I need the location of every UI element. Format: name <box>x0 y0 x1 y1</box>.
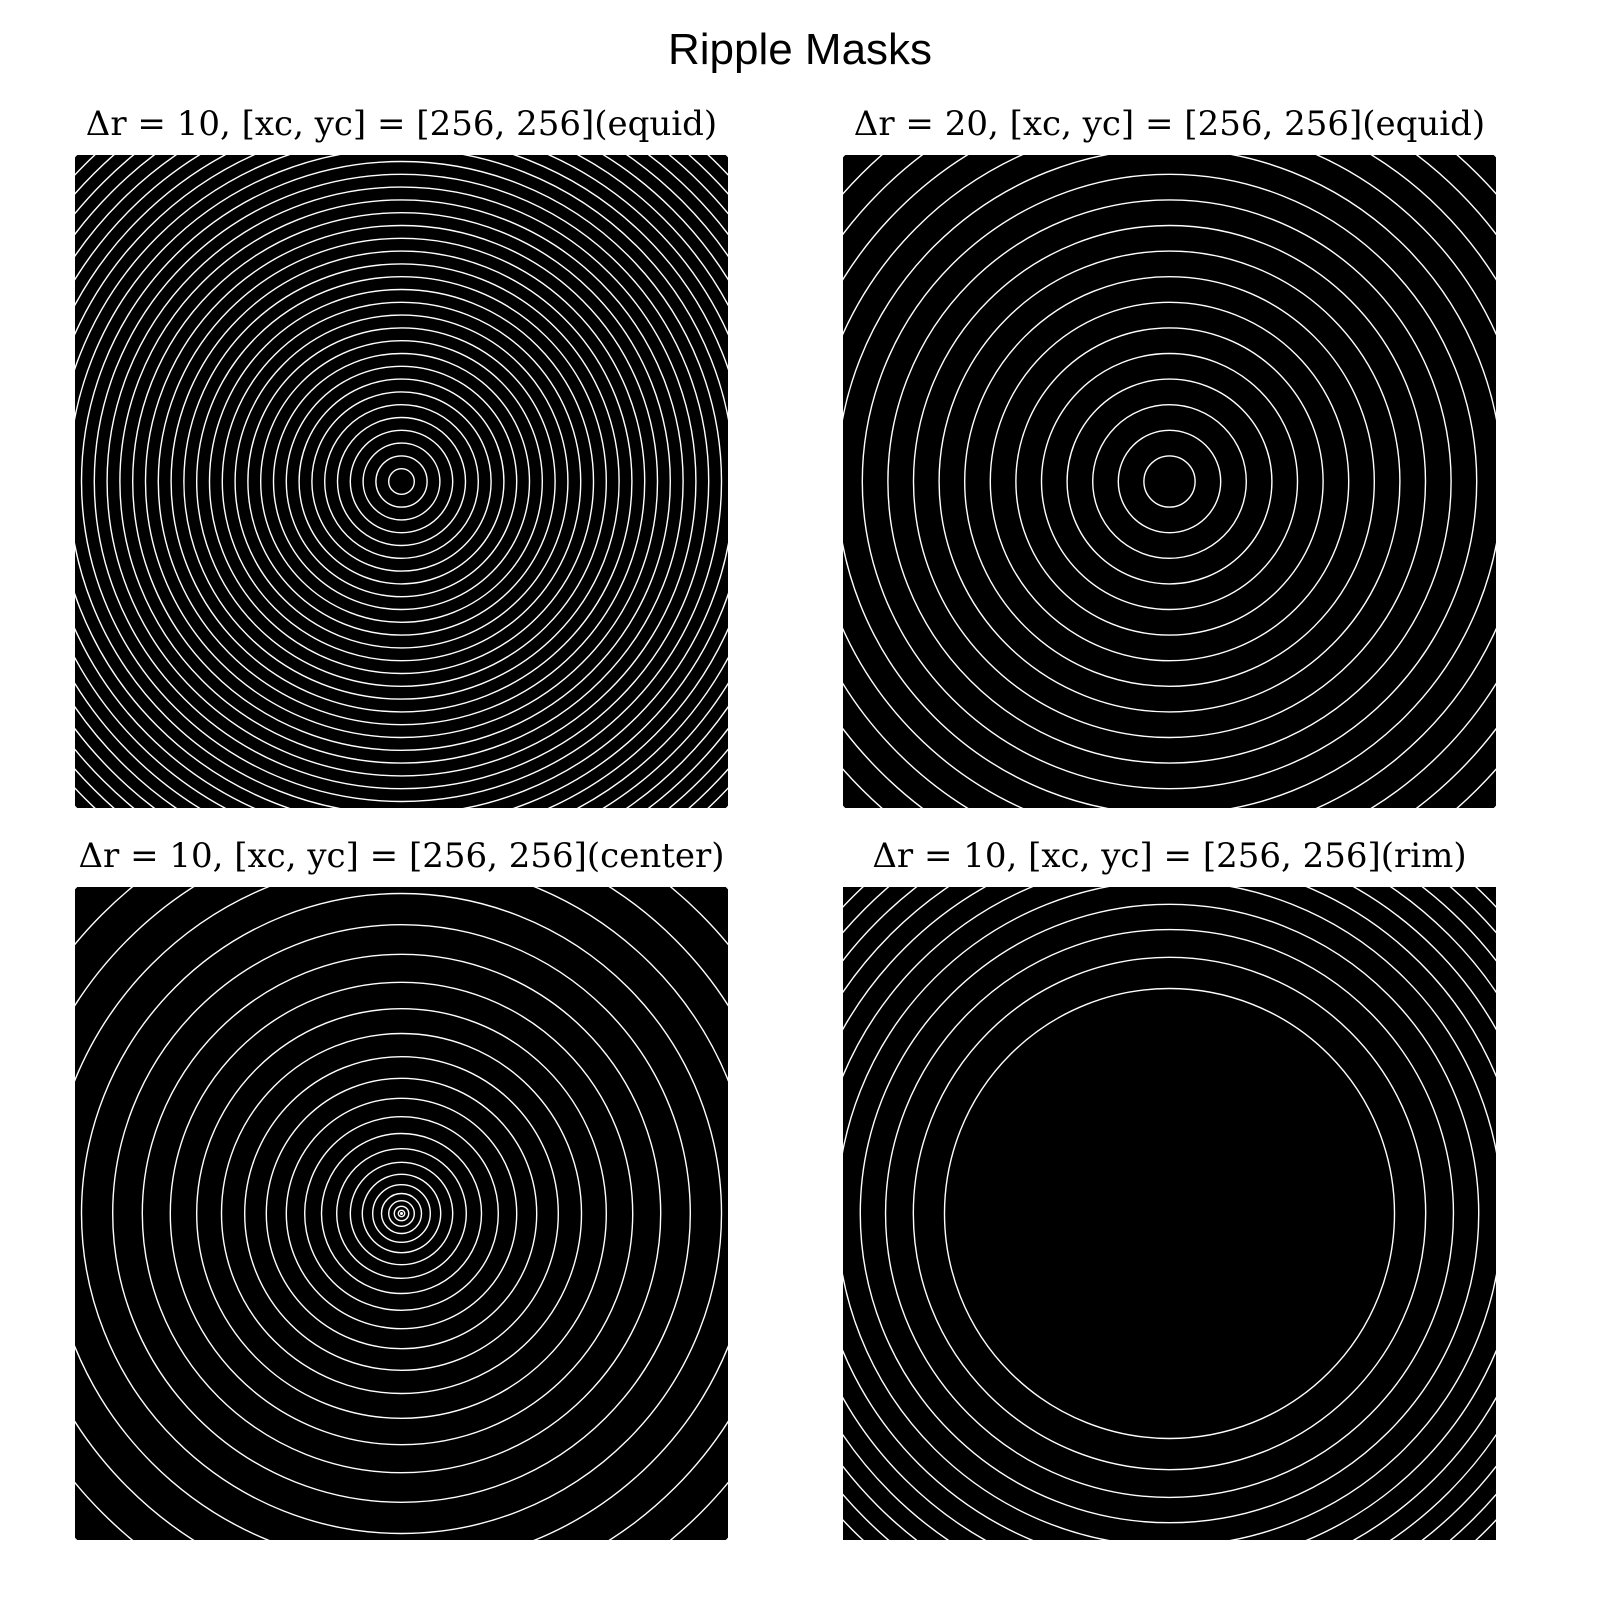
ripple-image <box>843 155 1496 808</box>
ring <box>388 468 416 496</box>
ring <box>861 173 1478 790</box>
ring <box>1091 404 1247 560</box>
ring <box>361 1173 442 1254</box>
ring <box>324 404 480 560</box>
ring <box>336 416 467 547</box>
ripple-image <box>75 887 728 1540</box>
ring <box>336 1147 468 1279</box>
ring <box>247 327 556 636</box>
ring <box>112 924 691 1503</box>
panel-title: Δr = 20, [xc, yc] = [256, 256](equid) <box>854 104 1485 144</box>
ring <box>243 1055 560 1371</box>
ring <box>285 365 518 598</box>
panel-title: Δr = 10, [xc, yc] = [256, 256](rim) <box>872 836 1466 876</box>
ring <box>393 1205 410 1222</box>
ring <box>887 199 1452 764</box>
panel-title: Δr = 10, [xc, yc] = [256, 256](center) <box>78 836 724 876</box>
ring <box>183 263 620 700</box>
image-background <box>75 155 728 808</box>
ring <box>372 1183 432 1243</box>
ring <box>320 1132 483 1295</box>
ring <box>170 250 633 713</box>
image-background <box>75 887 728 1540</box>
ring <box>195 1008 608 1420</box>
ring <box>157 237 646 726</box>
ring <box>311 391 492 572</box>
ring <box>144 224 659 739</box>
ring <box>884 928 1455 1499</box>
ring <box>397 1209 406 1218</box>
ring <box>380 1192 423 1235</box>
ring <box>220 1032 583 1395</box>
ring <box>349 1161 454 1266</box>
ring <box>859 903 1480 1524</box>
ripple-image <box>843 887 1496 1540</box>
ring <box>272 352 531 611</box>
ring <box>349 429 454 534</box>
ring <box>141 953 662 1474</box>
ring <box>1143 455 1196 508</box>
ring <box>989 301 1350 662</box>
figure-title: Ripple Masks <box>668 25 932 74</box>
image-background <box>843 887 1496 1540</box>
ring <box>260 340 544 624</box>
ring <box>93 173 710 790</box>
ring <box>106 186 697 777</box>
ring <box>1040 352 1299 611</box>
ring <box>943 987 1396 1440</box>
ring <box>1015 327 1324 636</box>
ring <box>208 288 595 675</box>
ring <box>375 455 428 508</box>
ring <box>1066 378 1273 585</box>
ring <box>234 314 569 649</box>
ring <box>304 1115 500 1311</box>
ring <box>285 1097 518 1330</box>
ring <box>195 276 608 688</box>
ring <box>964 276 1376 688</box>
ring <box>912 224 1427 739</box>
ring <box>132 212 671 751</box>
ripple-image <box>75 155 728 808</box>
ring <box>169 981 634 1446</box>
panel-title: Δr = 10, [xc, yc] = [256, 256](equid) <box>86 104 717 144</box>
ring <box>362 442 441 521</box>
ring <box>265 1077 538 1350</box>
ring <box>912 956 1427 1471</box>
ring <box>221 301 582 662</box>
ring <box>388 1199 416 1227</box>
ring <box>298 378 505 585</box>
ring <box>1117 429 1222 534</box>
ring <box>938 250 1401 713</box>
ring <box>80 160 723 803</box>
ring <box>119 199 684 764</box>
ring <box>400 1211 404 1215</box>
ring <box>80 892 723 1535</box>
image-background <box>843 155 1496 808</box>
